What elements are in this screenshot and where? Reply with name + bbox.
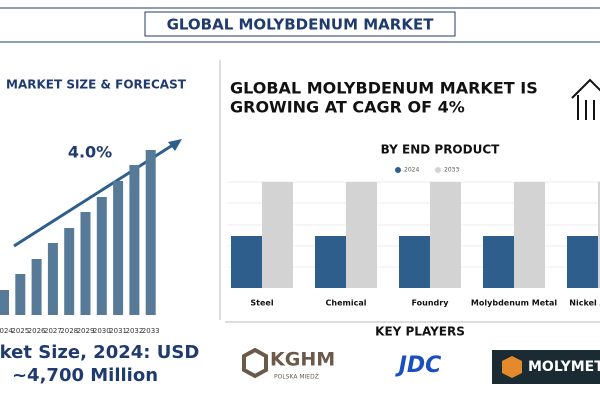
bar: [346, 182, 377, 288]
x-tick-label: Steel: [250, 299, 273, 308]
arrow-head: [168, 139, 182, 151]
x-tick-label: Chemical: [326, 299, 367, 308]
headline: GROWING AT CAGR OF 4%: [230, 98, 465, 117]
x-tick-label: 2027: [44, 327, 62, 335]
bar: [145, 150, 156, 315]
bar: [129, 165, 140, 315]
chart-title: BY END PRODUCT: [381, 143, 500, 157]
x-tick-label: Molybdenum Metal: [471, 299, 557, 308]
logo-icon: [502, 356, 522, 378]
bar: [64, 228, 75, 315]
bar: [80, 212, 91, 315]
bar: [31, 259, 42, 315]
bar: [399, 236, 430, 288]
legend-label: 2024: [404, 167, 419, 174]
legend-swatch: [435, 167, 441, 173]
title-box: [144, 11, 456, 37]
section-title: KEY PLAYERS: [375, 325, 465, 339]
market-size: ~4,700 Million: [12, 365, 158, 386]
x-tick-label: 2026: [28, 327, 46, 335]
logo: KGHM: [270, 349, 335, 371]
x-tick-label: 2032: [125, 327, 143, 335]
bar: [315, 236, 346, 288]
headline: GLOBAL MOLYBDENUM MARKET IS: [230, 79, 538, 98]
bar: [483, 236, 514, 288]
x-tick-label: 2024: [0, 327, 13, 335]
bar: [47, 243, 58, 315]
bar: [567, 236, 598, 288]
bar: [15, 274, 26, 315]
logo: MOLYMET: [528, 359, 600, 375]
bar: [514, 182, 545, 288]
market-size: Market Size, 2024: USD: [0, 342, 199, 363]
x-tick-label: 2030: [93, 327, 111, 335]
x-tick-label: 2033: [142, 327, 160, 335]
bar: [262, 182, 293, 288]
annotation: 4.0%: [68, 143, 112, 162]
bar: [0, 290, 9, 315]
logo-icon: [242, 347, 268, 379]
page-title: GLOBAL MOLYBDENUM MARKET: [167, 16, 435, 34]
bar: [231, 236, 262, 288]
legend-label: 2033: [444, 167, 459, 174]
x-tick-label: Nickel Alloys: [569, 299, 600, 308]
x-tick-label: 2025: [11, 327, 29, 335]
x-tick-label: Foundry: [412, 299, 450, 308]
x-tick-label: 2031: [109, 327, 127, 335]
bar: [113, 181, 124, 315]
house-icon: [571, 78, 600, 120]
x-tick-label: 2029: [77, 327, 95, 335]
chart-title: MARKET SIZE & FORECAST: [6, 78, 187, 92]
logo: JDC: [395, 353, 442, 378]
bar: [430, 182, 461, 288]
legend-swatch: [395, 167, 401, 173]
x-tick-label: 2028: [60, 327, 78, 335]
bar: [96, 197, 107, 315]
logo-subtitle: POLSKA MIEDŹ: [274, 373, 319, 381]
bar: [598, 182, 600, 288]
